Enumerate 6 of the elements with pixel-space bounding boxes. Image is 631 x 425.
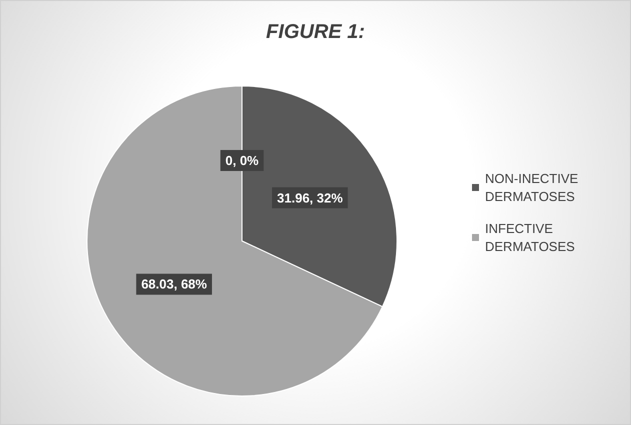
legend-label: INFECTIVE DERMATOSES (485, 221, 576, 254)
data-label: 31.96, 32% (277, 190, 344, 206)
chart-title: FIGURE 1: (266, 21, 365, 43)
data-label: 68.03, 68% (141, 276, 208, 292)
legend-label: NON-INECTIVE DERMATOSES (485, 171, 582, 204)
text: 0, 0% (225, 153, 259, 168)
